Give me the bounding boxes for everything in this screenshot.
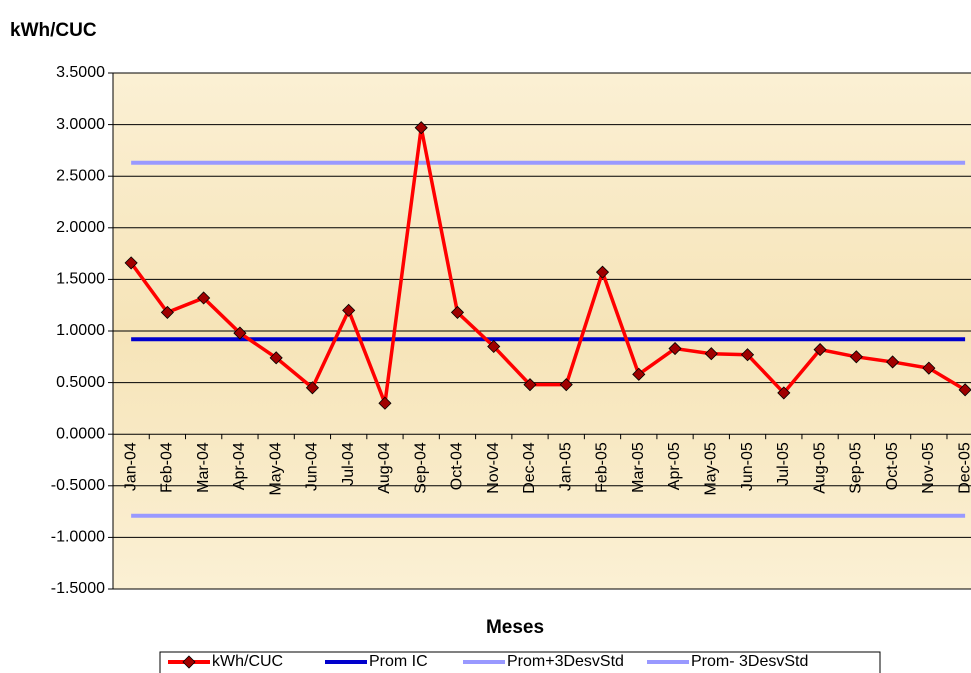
data-point [886, 355, 900, 369]
x-tick-label: Apr-04 [231, 442, 248, 490]
data-point [559, 378, 573, 392]
x-tick-label: Aug-05 [811, 442, 828, 494]
y-tick-label: 1.5000 [56, 271, 105, 288]
y-tick-label: 2.5000 [56, 167, 105, 184]
x-tick-label: Sep-04 [412, 442, 429, 494]
x-tick-label: Dec-04 [521, 442, 538, 494]
data-point [450, 305, 465, 319]
data-point [342, 303, 356, 317]
data-point [378, 396, 392, 410]
y-tick-label: 3.0000 [56, 116, 105, 133]
legend-label: Prom- 3DesvStd [691, 653, 808, 670]
data-point [197, 291, 211, 305]
y-tick-label: -1.5000 [51, 580, 105, 597]
x-tick-label: Jan-05 [557, 442, 574, 491]
data-point [595, 265, 610, 279]
data-point [305, 381, 319, 395]
x-tick-label: Nov-05 [920, 442, 937, 494]
legend-marker [182, 655, 196, 669]
data-point [414, 121, 428, 135]
data-point [777, 386, 791, 400]
y-tick-label: 3.5000 [56, 64, 105, 81]
y-tick-label: 0.5000 [56, 374, 105, 391]
x-tick-label: Mar-04 [195, 442, 212, 493]
series-line [129, 127, 967, 404]
x-tick-label: Nov-04 [485, 442, 502, 494]
data-point [849, 350, 863, 364]
x-tick-label: Jul-04 [340, 442, 357, 486]
x-tick-label: Jul-05 [775, 442, 792, 486]
x-tick-label: Feb-04 [159, 442, 176, 493]
x-tick-label: Jan-04 [122, 442, 139, 491]
data-point [523, 378, 537, 392]
legend-label: kWh/CUC [212, 653, 283, 670]
data-point [704, 347, 718, 361]
x-tick-label: Feb-05 [594, 442, 611, 493]
x-axis-title: Meses [486, 617, 544, 638]
x-tick-label: Mar-05 [630, 442, 647, 493]
data-point [740, 348, 755, 362]
data-point [160, 305, 174, 319]
data-point [124, 256, 138, 270]
y-tick-label: 1.0000 [56, 322, 105, 339]
legend-label: Prom+3DesvStd [507, 653, 624, 670]
data-point [269, 351, 283, 365]
x-tick-label: Aug-04 [376, 442, 393, 494]
x-tick-label: Oct-04 [449, 442, 466, 490]
x-tick-label: Jun-04 [304, 442, 321, 491]
x-tick-label: May-04 [267, 442, 284, 495]
legend-label: Prom IC [369, 653, 428, 670]
x-tick-label: May-05 [703, 442, 720, 495]
x-tick-label: Jun-05 [739, 442, 756, 491]
y-tick-label: -1.0000 [51, 529, 105, 546]
y-tick-label: 2.0000 [56, 219, 105, 236]
data-point [813, 343, 827, 357]
x-tick-label: Dec-05 [956, 442, 971, 494]
data-point [233, 326, 247, 340]
data-point [487, 339, 501, 354]
x-tick-label: Oct-05 [884, 442, 901, 490]
legend [159, 651, 881, 673]
data-point [668, 341, 682, 356]
y-axis-title: kWh/CUC [10, 20, 97, 41]
data-point [632, 367, 646, 381]
data-point [922, 361, 936, 375]
x-tick-label: Apr-05 [666, 442, 683, 490]
y-tick-label: 0.0000 [56, 425, 105, 442]
x-tick-label: Sep-05 [848, 442, 865, 494]
y-tick-label: -0.5000 [51, 477, 105, 494]
data-point [958, 383, 971, 397]
